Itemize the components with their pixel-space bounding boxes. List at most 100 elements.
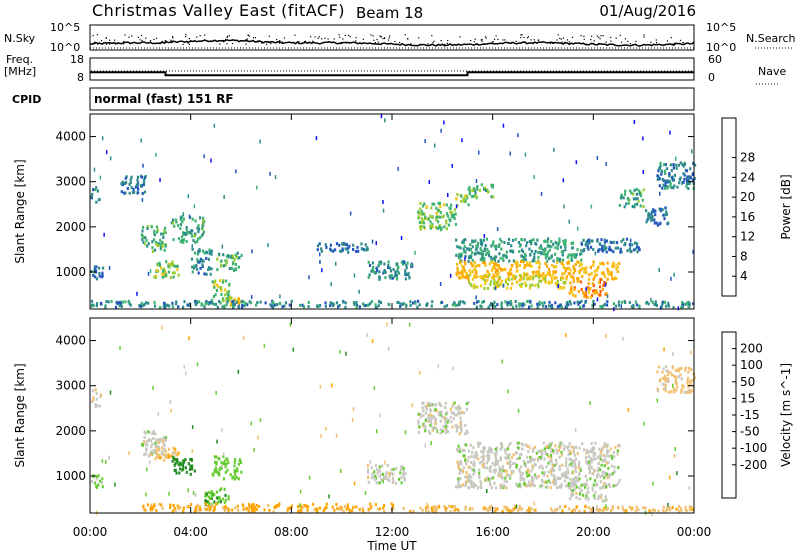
heatmap-cell <box>525 455 528 459</box>
heatmap-cell <box>662 382 665 386</box>
heatmap-cell <box>540 247 543 251</box>
heatmap-cell <box>391 276 394 280</box>
nsky-dot <box>226 36 228 38</box>
heatmap-cell <box>421 219 424 223</box>
heatmap-cell <box>224 259 227 263</box>
heatmap-cell <box>664 206 667 210</box>
x-tick-label: 04:00 <box>173 525 208 539</box>
nsky-dot <box>342 38 344 40</box>
heatmap-cell <box>160 232 163 236</box>
heatmap-cell <box>493 470 496 474</box>
nsky-dot <box>484 36 487 38</box>
heatmap-cell <box>404 269 407 273</box>
heatmap-cell <box>548 248 551 252</box>
heatmap-cell <box>541 471 544 475</box>
heatmap-cell <box>533 255 536 259</box>
heatmap-cell <box>212 493 215 497</box>
heatmap-cell <box>604 275 607 278</box>
heatmap-cell <box>120 182 123 186</box>
heatmap-speck <box>659 305 662 310</box>
heatmap-cell <box>460 275 463 279</box>
heatmap-cell <box>464 432 467 436</box>
heatmap-cell <box>634 247 637 251</box>
heatmap-cell <box>459 485 462 489</box>
heatmap-speck <box>404 430 407 435</box>
heatmap-cell <box>489 303 492 307</box>
heatmap-cell <box>533 445 537 449</box>
heatmap-cell <box>114 305 118 309</box>
nsky-dot <box>598 36 600 38</box>
heatmap-cell <box>479 257 482 261</box>
heatmap-cell <box>469 461 473 464</box>
nsky-dot <box>279 40 281 42</box>
heatmap-cell <box>226 507 229 511</box>
heatmap-cell <box>242 300 245 304</box>
heatmap-cell <box>511 250 514 254</box>
heatmap-cell <box>594 491 597 495</box>
heatmap-cell <box>437 220 440 224</box>
heatmap-cell <box>427 416 430 420</box>
heatmap-cell <box>567 448 570 452</box>
nsky-dot <box>593 43 595 45</box>
heatmap-speck <box>509 474 511 478</box>
heatmap-cell <box>255 507 258 511</box>
heatmap-cell <box>521 477 524 481</box>
heatmap-cell <box>428 413 431 417</box>
heatmap-cell <box>163 458 166 462</box>
heatmap-speck <box>192 491 195 496</box>
heatmap-cell <box>162 449 165 453</box>
heatmap-cell <box>451 211 454 215</box>
heatmap-cell <box>603 464 606 468</box>
heatmap-cell <box>91 389 95 393</box>
heatmap-cell <box>598 454 601 458</box>
heatmap-cell <box>465 276 468 280</box>
colorbar-tick-label: -100 <box>740 441 767 455</box>
heatmap-cell <box>493 463 496 467</box>
heatmap-cell <box>391 481 394 485</box>
heatmap-cell <box>435 218 438 222</box>
heatmap-cell <box>488 262 491 266</box>
heatmap-cell <box>658 177 661 181</box>
heatmap-cell <box>588 464 592 468</box>
heatmap-cell <box>383 269 386 273</box>
heatmap-cell <box>151 442 154 446</box>
nsky-dot <box>188 43 190 45</box>
nsky-dot <box>254 37 257 39</box>
heatmap-cell <box>471 277 475 281</box>
heatmap-cell <box>568 457 571 461</box>
heatmap-cell <box>191 265 194 269</box>
heatmap-cell <box>205 256 208 260</box>
heatmap-speck <box>485 477 487 482</box>
heatmap-cell <box>223 462 226 465</box>
heatmap-cell <box>482 449 485 453</box>
heatmap-speck <box>161 325 163 330</box>
heatmap-cell <box>490 280 493 284</box>
heatmap-cell <box>462 197 465 201</box>
nsky-dot <box>394 41 396 43</box>
heatmap-cell <box>524 273 527 277</box>
heatmap-cell <box>672 178 675 182</box>
heatmap-cell <box>693 177 696 181</box>
heatmap-cell <box>179 223 183 226</box>
heatmap-cell <box>197 508 200 512</box>
nsky-right-label: N.Search <box>746 32 796 45</box>
heatmap-cell <box>558 240 561 244</box>
heatmap-cell <box>587 490 590 494</box>
heatmap-cell <box>471 258 474 262</box>
heatmap-cell <box>554 281 557 285</box>
heatmap-speck <box>651 512 653 517</box>
heatmap-cell <box>541 277 544 281</box>
heatmap-cell <box>215 490 219 494</box>
heatmap-cell <box>590 457 593 461</box>
heatmap-cell <box>596 469 599 473</box>
heatmap-cell <box>392 467 395 471</box>
heatmap-speck <box>464 256 466 261</box>
heatmap-cell <box>199 257 202 261</box>
heatmap-cell <box>367 508 370 512</box>
heatmap-cell <box>228 298 231 302</box>
heatmap-cell <box>445 203 448 207</box>
heatmap-cell <box>478 468 481 472</box>
heatmap-cell <box>223 459 226 463</box>
heatmap-cell <box>468 269 471 272</box>
heatmap-cell <box>311 502 315 506</box>
